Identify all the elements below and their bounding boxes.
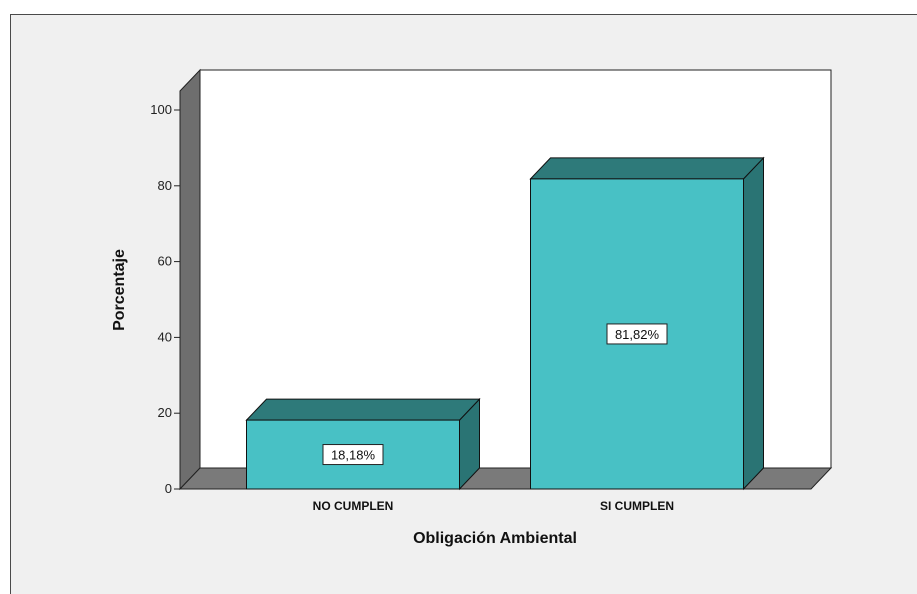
bars: 18,18% NO CUMPLEN 81,82% SI CUMPLEN [245, 156, 765, 513]
y-tick-label: 80 [158, 178, 172, 193]
bar-2: 81,82% [529, 156, 765, 491]
x-category-label: NO CUMPLEN [313, 499, 394, 513]
data-label: 18,18% [331, 448, 376, 463]
data-label-box [606, 323, 668, 345]
y-axis: 0 20 40 60 80 100 [150, 91, 181, 496]
bar-side-face [743, 156, 764, 491]
y-tick-label: 0 [165, 481, 172, 496]
y-axis-title: Porcentaje [111, 249, 128, 331]
plot-side-wall [179, 68, 201, 491]
bar-top-face [245, 398, 481, 421]
bar-top-face [529, 157, 765, 180]
x-axis-title: Obligación Ambiental [413, 530, 577, 547]
bar-1: 18,18% [245, 397, 481, 491]
y-tick-label: 60 [158, 254, 172, 269]
y-tick-label: 20 [158, 405, 172, 420]
data-label: 81,82% [615, 327, 660, 342]
data-label-box [322, 444, 384, 466]
y-tick-label: 100 [150, 102, 172, 117]
x-category-label: SI CUMPLEN [600, 499, 674, 513]
y-tick-label: 40 [158, 329, 172, 344]
